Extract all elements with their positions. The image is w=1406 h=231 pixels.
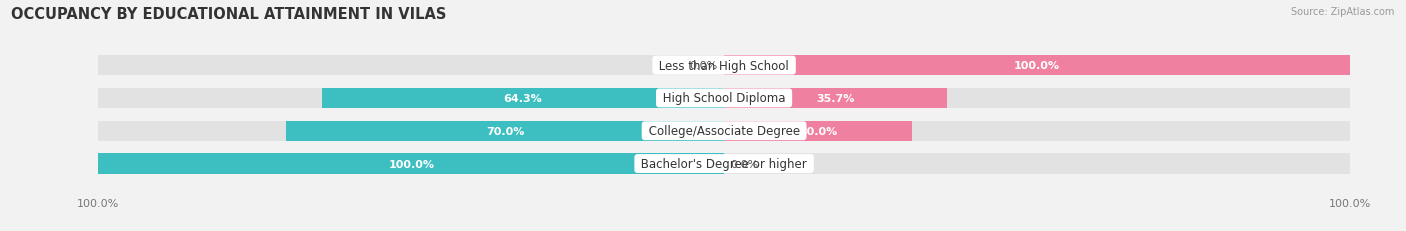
- Bar: [98, 121, 1350, 141]
- Bar: [724, 121, 911, 141]
- Bar: [724, 56, 1350, 76]
- Text: 35.7%: 35.7%: [817, 94, 855, 103]
- Text: 0.0%: 0.0%: [730, 159, 759, 169]
- Text: 100.0%: 100.0%: [77, 198, 120, 208]
- Text: 70.0%: 70.0%: [486, 126, 524, 136]
- Bar: [98, 56, 1350, 76]
- Text: 100.0%: 100.0%: [1329, 198, 1371, 208]
- Text: 100.0%: 100.0%: [388, 159, 434, 169]
- Bar: [322, 88, 724, 109]
- Bar: [98, 154, 724, 174]
- Text: 30.0%: 30.0%: [799, 126, 837, 136]
- Bar: [98, 154, 1350, 174]
- Text: High School Diploma: High School Diploma: [659, 92, 789, 105]
- Text: 100.0%: 100.0%: [1014, 61, 1060, 71]
- Text: 64.3%: 64.3%: [503, 94, 543, 103]
- Bar: [724, 88, 948, 109]
- Bar: [98, 88, 1350, 109]
- Text: Source: ZipAtlas.com: Source: ZipAtlas.com: [1291, 7, 1395, 17]
- Bar: [287, 121, 724, 141]
- Text: OCCUPANCY BY EDUCATIONAL ATTAINMENT IN VILAS: OCCUPANCY BY EDUCATIONAL ATTAINMENT IN V…: [11, 7, 447, 22]
- Text: College/Associate Degree: College/Associate Degree: [645, 125, 803, 138]
- Text: Bachelor's Degree or higher: Bachelor's Degree or higher: [637, 157, 811, 170]
- Text: Less than High School: Less than High School: [655, 59, 793, 72]
- Text: 0.0%: 0.0%: [689, 61, 718, 71]
